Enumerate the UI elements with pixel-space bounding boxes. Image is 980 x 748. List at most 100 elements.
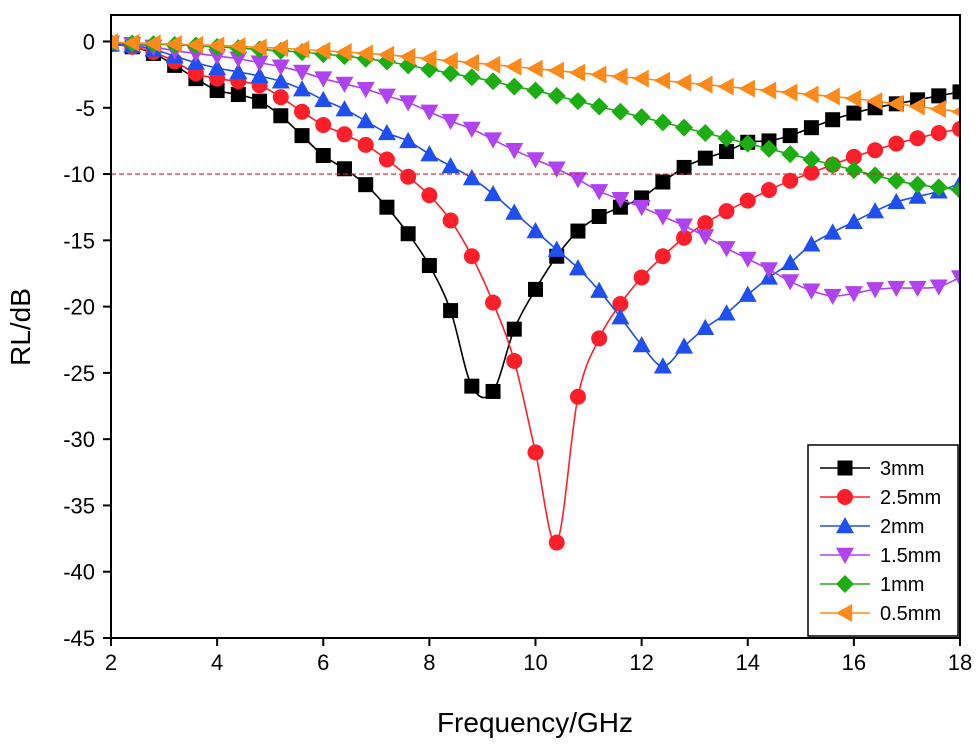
data-point <box>294 128 310 144</box>
data-point <box>506 352 523 369</box>
data-point <box>229 62 248 80</box>
data-point <box>632 336 651 353</box>
data-point <box>526 152 545 169</box>
data-point <box>697 150 713 166</box>
data-point <box>887 94 904 113</box>
data-point <box>929 100 946 119</box>
data-point <box>611 308 630 325</box>
x-tick-label: 6 <box>317 650 329 675</box>
data-point <box>271 72 290 89</box>
data-point <box>505 143 524 160</box>
data-point <box>252 93 268 109</box>
data-point <box>357 136 374 153</box>
x-tick-label: 18 <box>948 650 972 675</box>
data-point <box>866 202 885 219</box>
data-point <box>696 123 715 142</box>
data-point <box>653 71 671 90</box>
data-point <box>781 274 800 291</box>
y-tick-label: -45 <box>63 626 95 651</box>
y-axis-ticks: 0 -5 -10 -15 -20 -25 -30 -35 -40 -45 <box>63 30 111 651</box>
data-point <box>335 76 354 93</box>
data-point <box>568 172 587 189</box>
data-point <box>399 56 418 75</box>
legend-item: 1.5mm <box>820 545 941 567</box>
data-point <box>399 47 416 66</box>
data-point <box>759 139 778 158</box>
legend-item: 2.5mm <box>820 487 941 509</box>
data-point <box>335 100 354 117</box>
data-point <box>908 280 927 298</box>
data-point <box>443 303 459 319</box>
data-point <box>951 106 960 117</box>
y-tick-label: -20 <box>63 295 95 320</box>
y-tick-label: -10 <box>63 162 95 187</box>
data-point <box>421 187 438 204</box>
data-point <box>399 131 418 149</box>
data-point <box>825 112 841 128</box>
data-point <box>887 192 906 210</box>
data-point <box>887 280 906 298</box>
data-point <box>759 81 777 100</box>
series-layer <box>111 33 960 551</box>
legend-item: 0.5mm <box>820 603 941 625</box>
data-point <box>866 166 885 185</box>
data-point <box>208 59 227 76</box>
data-point <box>908 175 927 194</box>
data-point <box>250 38 267 57</box>
data-point <box>675 337 694 354</box>
data-point <box>632 200 651 217</box>
data-point <box>802 235 821 252</box>
data-point <box>335 43 352 62</box>
data-point <box>568 259 587 276</box>
legend-marker <box>837 489 853 505</box>
data-point <box>230 87 246 103</box>
data-point <box>717 304 736 321</box>
data-point <box>547 240 566 257</box>
data-point <box>823 155 842 174</box>
data-point <box>676 229 693 246</box>
legend-marker <box>836 575 854 593</box>
data-point <box>866 282 885 299</box>
data-point <box>823 223 842 240</box>
legend-label: 1mm <box>880 574 924 596</box>
data-point <box>632 108 651 127</box>
data-point <box>462 169 481 186</box>
data-point <box>420 145 439 162</box>
data-point <box>548 534 565 551</box>
x-tick-label: 4 <box>211 650 223 675</box>
data-point <box>314 90 333 108</box>
data-point <box>929 279 948 296</box>
data-point <box>485 294 502 311</box>
data-point <box>930 124 947 141</box>
data-point <box>462 121 481 138</box>
data-point <box>463 248 480 265</box>
data-point <box>759 262 778 279</box>
data-point <box>547 86 566 105</box>
data-point <box>931 88 947 104</box>
data-point <box>717 241 736 258</box>
data-point <box>908 187 927 204</box>
data-point <box>803 120 819 136</box>
data-point <box>484 184 503 202</box>
data-point <box>250 55 269 72</box>
data-point <box>315 117 332 134</box>
data-point <box>952 84 960 100</box>
data-point <box>441 157 460 174</box>
data-point <box>356 44 373 63</box>
data-point <box>718 203 735 220</box>
data-point <box>738 79 755 98</box>
data-point <box>315 148 331 164</box>
legend-marker <box>837 460 853 476</box>
legend-label: 3mm <box>880 458 924 480</box>
data-point <box>782 128 798 144</box>
data-point <box>314 71 333 88</box>
data-point <box>717 129 736 148</box>
data-point <box>250 66 269 84</box>
data-point <box>421 258 437 274</box>
data-point <box>462 53 480 72</box>
data-point <box>485 383 501 399</box>
data-point <box>505 77 524 96</box>
data-point <box>484 72 503 91</box>
x-tick-label: 8 <box>423 650 435 675</box>
